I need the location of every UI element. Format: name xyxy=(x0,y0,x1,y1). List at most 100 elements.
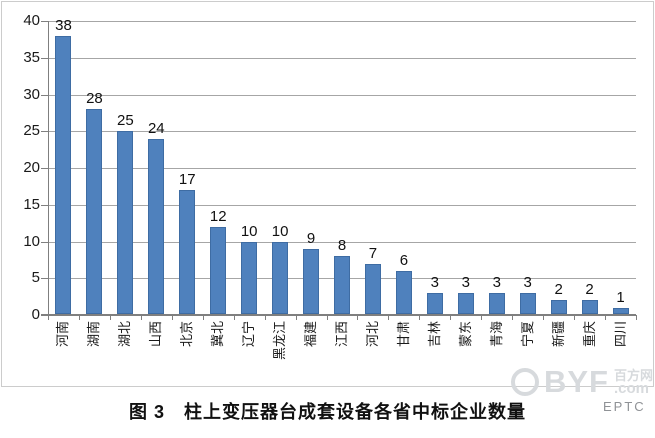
gridline xyxy=(48,21,636,22)
x-axis-category-label: 黑龙江 xyxy=(272,321,288,361)
x-axis-tick xyxy=(605,315,607,320)
x-axis-tick xyxy=(202,315,204,320)
bar-河南 xyxy=(55,35,72,314)
bar-value-label: 3 xyxy=(523,273,532,291)
byf-logo-icon xyxy=(510,368,539,396)
bar-新疆 xyxy=(550,300,567,314)
x-axis-category-label: 吉林 xyxy=(426,321,442,348)
x-axis-category-label: 湖南 xyxy=(86,321,102,348)
bar-chart-plot: 0 5 10 15 20 25 30 35 40 3 8 河南 28 湖南 25 湖北 24 山西 17 北京 12 冀北… xyxy=(23,12,637,360)
y-axis-tick xyxy=(41,168,48,169)
x-axis-category-label: 北京 xyxy=(179,321,195,348)
gridline xyxy=(48,57,636,59)
x-axis-tick xyxy=(357,315,359,320)
bar-重庆 xyxy=(581,300,598,314)
bar-value-label: 3 xyxy=(430,273,439,291)
byf-site-name: 百方网 xyxy=(613,368,653,383)
gridline xyxy=(48,131,636,133)
x-axis-category-label: 福建 xyxy=(303,321,319,348)
y-axis-tick-label: 20 xyxy=(23,159,40,176)
x-axis xyxy=(41,314,636,316)
x-axis-category-label: 青海 xyxy=(488,321,504,348)
bar-value-label: 28 xyxy=(86,90,103,108)
x-axis-category-label: 甘肃 xyxy=(395,321,411,348)
x-axis-tick xyxy=(109,315,111,320)
x-axis-category-label: 江西 xyxy=(334,321,349,348)
bar-value-label: 6 xyxy=(399,251,409,269)
y-axis-tick-label: 35 xyxy=(23,48,40,66)
bar-湖北 xyxy=(117,131,134,314)
y-axis-tick xyxy=(41,278,48,280)
bar-value-label: 10 xyxy=(271,222,289,240)
bar-value-label: 3 xyxy=(492,273,501,291)
x-axis-tick xyxy=(481,315,483,320)
x-axis-tick xyxy=(233,315,235,320)
bar-value-label: 10 xyxy=(240,222,258,240)
gridline xyxy=(48,94,636,96)
bar-湖南 xyxy=(86,109,103,314)
y-axis-tick xyxy=(41,131,48,133)
bar-四川 xyxy=(612,307,629,314)
x-axis-tick xyxy=(78,315,80,320)
gridline xyxy=(48,168,636,169)
y-axis-tick xyxy=(41,204,48,206)
bar-河北 xyxy=(364,263,381,314)
x-axis-category-label: 冀北 xyxy=(210,321,226,348)
x-axis-tick xyxy=(419,315,421,320)
x-axis-tick xyxy=(636,315,637,320)
x-axis-category-label: 蒙东 xyxy=(457,321,473,348)
x-axis-tick xyxy=(543,315,545,320)
x-axis-tick xyxy=(264,315,266,320)
bar-value-label: 12 xyxy=(209,207,227,225)
x-axis-tick xyxy=(512,315,514,320)
bar-冀北 xyxy=(210,226,227,314)
bar-value-label: 8 xyxy=(337,237,347,255)
gridline xyxy=(48,241,636,243)
bar-value-label: 7 xyxy=(368,244,378,262)
y-axis-tick-label: 0 xyxy=(31,306,40,323)
byf-logo-text: BYF xyxy=(543,364,609,399)
y-axis-tick-label: 15 xyxy=(23,195,40,213)
x-axis-tick xyxy=(388,315,390,320)
bar-青海 xyxy=(488,292,505,314)
eptc-watermark: EPTC xyxy=(603,399,646,414)
x-axis-tick xyxy=(326,315,328,320)
bar-宁夏 xyxy=(519,292,536,314)
bar-value-label: 3 xyxy=(461,273,470,291)
bar-value-label: 2 xyxy=(585,281,594,299)
bar-吉林 xyxy=(426,292,443,314)
y-axis-tick xyxy=(41,57,48,59)
byf-site-block: 百方网 .com xyxy=(613,368,653,397)
bar-value-label: 17 xyxy=(178,171,196,189)
y-axis-tick-label: 10 xyxy=(23,232,40,250)
y-axis-tick-label: 5 xyxy=(31,269,40,287)
bar-山西 xyxy=(148,138,165,314)
x-axis-tick xyxy=(574,315,576,320)
x-axis-category-label: 山西 xyxy=(148,321,164,348)
chart-frame xyxy=(1,1,654,387)
byf-watermark: BYF 百方网 .com xyxy=(510,364,653,399)
y-axis-tick xyxy=(41,94,48,96)
bar-辽宁 xyxy=(241,241,258,314)
x-axis-tick xyxy=(171,315,173,320)
y-axis-tick xyxy=(41,241,48,243)
y-axis-tick xyxy=(41,21,48,22)
bar-蒙东 xyxy=(457,292,474,314)
bar-黑龙江 xyxy=(272,241,289,314)
y-axis-tick-label: 25 xyxy=(23,122,40,140)
gridline xyxy=(48,204,636,206)
x-axis-category-label: 河南 xyxy=(55,321,71,348)
x-axis-tick xyxy=(295,315,297,320)
bar-福建 xyxy=(303,248,320,314)
y-axis-tick-label: 40 xyxy=(23,12,40,29)
x-axis-category-label: 辽宁 xyxy=(241,321,257,348)
y-axis-tick-label: 30 xyxy=(23,85,40,103)
x-axis-category-label: 河北 xyxy=(364,321,380,348)
bar-value-label: 25 xyxy=(117,112,134,130)
bar-value-label: 24 xyxy=(147,119,165,137)
figure-caption: 图 3 柱上变压器台成套设备各省中标企业数量 xyxy=(128,402,526,422)
x-axis-category-label: 湖北 xyxy=(117,321,133,348)
byf-domain: .com xyxy=(613,380,649,397)
bar-value-label: 9 xyxy=(306,229,316,247)
